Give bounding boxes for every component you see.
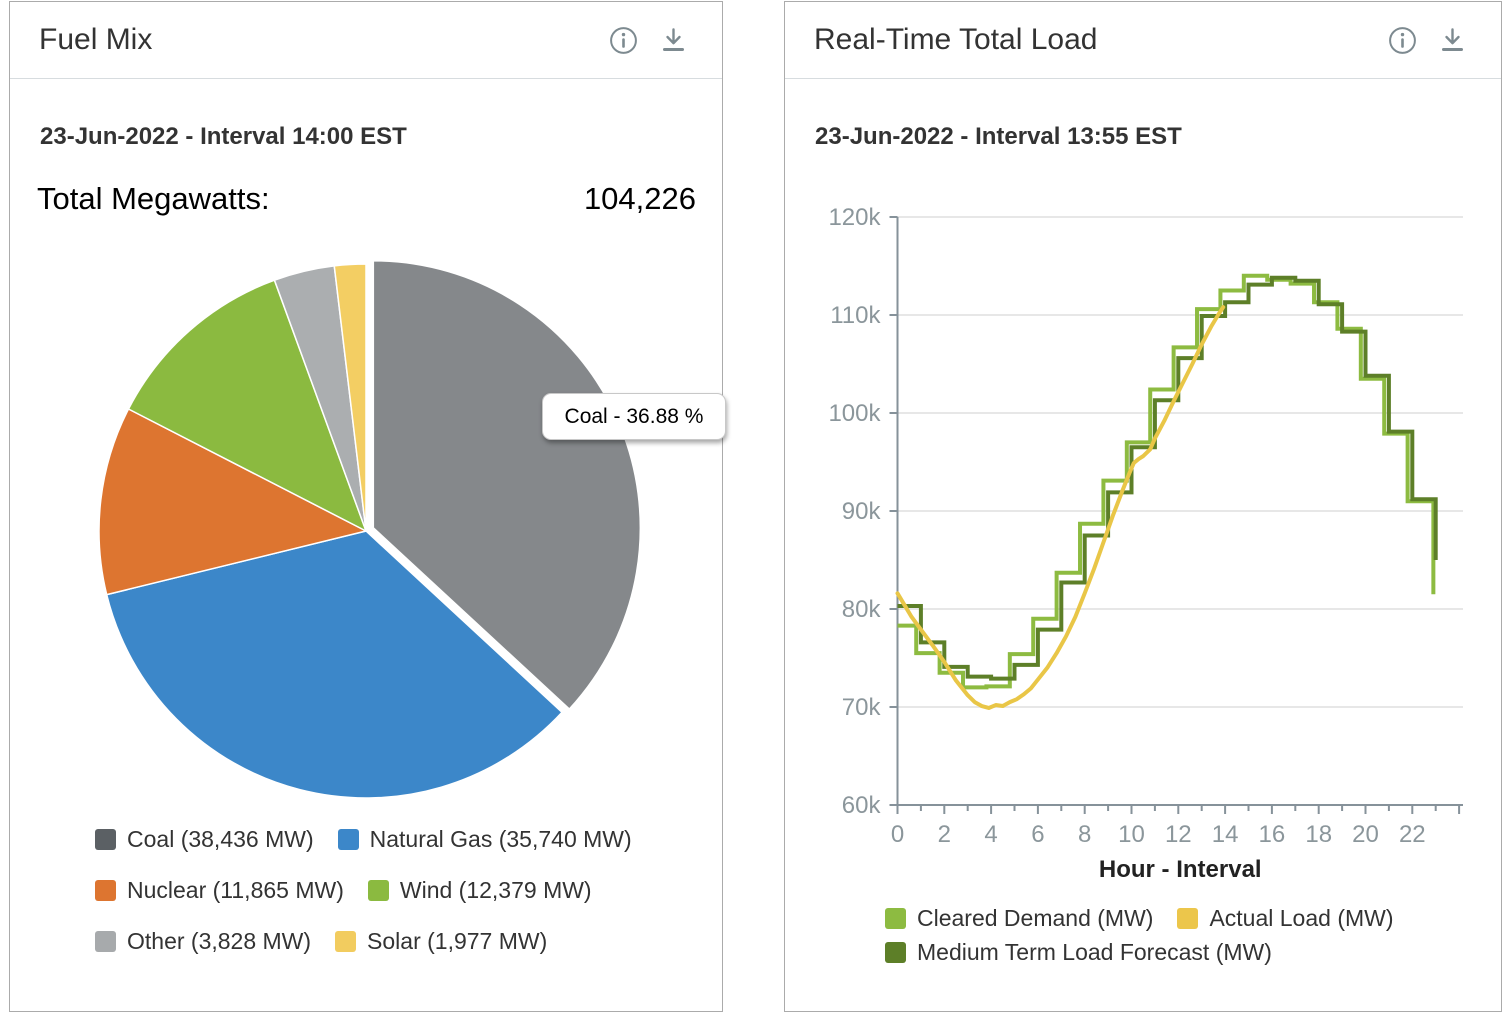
legend-row: Coal (38,436 MW) Natural Gas (35,740 MW) bbox=[95, 826, 632, 853]
total-load-panel: Real-Time Total Load 23-Jun-2022 - Inter… bbox=[784, 1, 1502, 1012]
legend-item-medium-term-load-forecast[interactable]: Medium Term Load Forecast (MW) bbox=[885, 939, 1272, 966]
legend-item-nuclear[interactable]: Nuclear (11,865 MW) bbox=[95, 877, 344, 904]
legend-item-natural-gas[interactable]: Natural Gas (35,740 MW) bbox=[337, 826, 632, 853]
pie-slice-natural-gas[interactable] bbox=[105, 530, 563, 799]
legend-row: Medium Term Load Forecast (MW) bbox=[885, 939, 1394, 966]
legend-swatch bbox=[885, 908, 906, 929]
legend-item-solar[interactable]: Solar (1,977 MW) bbox=[335, 928, 547, 955]
fuel-mix-header-icons bbox=[609, 26, 722, 55]
fuel-mix-title: Fuel Mix bbox=[39, 23, 153, 56]
legend-label: Solar (1,977 MW) bbox=[367, 928, 548, 954]
x-tick-label: 8 bbox=[1078, 821, 1091, 848]
x-tick-label: 12 bbox=[1165, 821, 1192, 848]
y-tick-label: 100k bbox=[828, 400, 881, 427]
x-tick-label: 16 bbox=[1259, 821, 1286, 848]
legend-label: Actual Load (MW) bbox=[1209, 905, 1394, 931]
total-load-legend: Cleared Demand (MW) Actual Load (MW) Mediu… bbox=[885, 905, 1394, 966]
legend-label: Cleared Demand (MW) bbox=[917, 905, 1154, 931]
pie-slice-wind[interactable] bbox=[127, 279, 367, 532]
legend-item-other[interactable]: Other (3,828 MW) bbox=[95, 928, 311, 955]
x-tick-label: 2 bbox=[938, 821, 951, 848]
legend-swatch bbox=[367, 880, 389, 901]
pie-slice-nuclear[interactable] bbox=[98, 408, 367, 596]
legend-swatch bbox=[885, 942, 906, 963]
legend-label: Other (3,828 MW) bbox=[127, 928, 312, 954]
series-medium-term-load-forecast-mw- bbox=[897, 275, 1438, 681]
legend-label: Nuclear (11,865 MW) bbox=[127, 877, 344, 903]
x-tick-label: 0 bbox=[891, 821, 904, 848]
y-tick-label: 110k bbox=[830, 302, 881, 329]
legend-label: Natural Gas (35,740 MW) bbox=[369, 826, 632, 852]
info-icon[interactable] bbox=[609, 26, 638, 55]
legend-swatch bbox=[335, 931, 357, 952]
legend-swatch bbox=[95, 829, 116, 850]
legend-row: Other (3,828 MW) Solar (1,977 MW) bbox=[95, 928, 632, 955]
pie-slice-coal[interactable] bbox=[372, 260, 642, 710]
y-tick-label: 60k bbox=[842, 792, 882, 819]
y-tick-label: 90k bbox=[842, 498, 882, 525]
series-cleared-demand-mw- bbox=[897, 273, 1436, 690]
legend-label: Coal (38,436 MW) bbox=[127, 826, 314, 852]
total-load-title: Real-Time Total Load bbox=[814, 23, 1098, 56]
legend-swatch bbox=[95, 880, 116, 901]
legend-swatch bbox=[337, 829, 359, 850]
legend-label: Wind (12,379 MW) bbox=[399, 877, 592, 903]
legend-swatch bbox=[1177, 908, 1199, 929]
x-tick-label: 20 bbox=[1352, 821, 1379, 848]
y-tick-label: 80k bbox=[842, 596, 882, 623]
pie-tooltip: Coal - 36.88 % bbox=[542, 393, 726, 440]
fuel-mix-header: Fuel Mix bbox=[10, 2, 722, 79]
total-megawatts-value: 104,226 bbox=[583, 181, 696, 216]
total-megawatts-label: Total Megawatts: bbox=[37, 181, 270, 216]
download-icon[interactable] bbox=[659, 26, 688, 55]
total-load-header-icons bbox=[1388, 26, 1501, 55]
axis-lines bbox=[896, 217, 1463, 806]
legend-row: Nuclear (11,865 MW) Wind (12,379 MW) bbox=[95, 877, 632, 904]
fuel-mix-date: 23-Jun-2022 - Interval 14:00 EST bbox=[40, 123, 407, 150]
legend-item-actual-load[interactable]: Actual Load (MW) bbox=[1177, 905, 1394, 932]
total-load-header: Real-Time Total Load bbox=[785, 2, 1501, 79]
pie-slice-other[interactable] bbox=[273, 265, 367, 532]
x-tick-label: 18 bbox=[1305, 821, 1332, 848]
legend-swatch bbox=[95, 931, 116, 952]
total-load-date: 23-Jun-2022 - Interval 13:55 EST bbox=[815, 123, 1182, 150]
y-tick-label: 120k bbox=[828, 204, 881, 231]
legend-item-cleared-demand[interactable]: Cleared Demand (MW) bbox=[885, 905, 1153, 932]
total-megawatts-row: Total Megawatts: 104,226 bbox=[37, 181, 696, 217]
legend-item-wind[interactable]: Wind (12,379 MW) bbox=[367, 877, 592, 904]
x-axis-title: Hour - Interval bbox=[1099, 856, 1262, 883]
x-tick-label: 22 bbox=[1399, 821, 1426, 848]
fuel-mix-legend: Coal (38,436 MW) Natural Gas (35,740 MW) N… bbox=[95, 826, 632, 955]
legend-item-coal[interactable]: Coal (38,436 MW) bbox=[95, 826, 314, 853]
download-icon[interactable] bbox=[1438, 26, 1467, 55]
series-actual-load-mw- bbox=[895, 305, 1226, 710]
total-load-line-chart: 60k 70k 80k 90k 100k 110k 120k 0 2 4 6 8 10 12 14 16 18 2… bbox=[828, 204, 1463, 883]
legend-label: Medium Term Load Forecast (MW) bbox=[917, 939, 1272, 965]
x-tick-label: 4 bbox=[984, 821, 997, 848]
x-tick-label: 14 bbox=[1212, 821, 1239, 848]
x-tick-label: 10 bbox=[1118, 821, 1145, 848]
legend-row: Cleared Demand (MW) Actual Load (MW) bbox=[885, 905, 1394, 932]
pie-slice-solar[interactable] bbox=[333, 263, 367, 532]
y-tick-label: 70k bbox=[842, 694, 882, 721]
x-tick-label: 6 bbox=[1031, 821, 1044, 848]
fuel-mix-panel: Fuel Mix 23-Jun-2022 - Interval 14:00 ES… bbox=[9, 1, 726, 1012]
info-icon[interactable] bbox=[1388, 26, 1417, 55]
